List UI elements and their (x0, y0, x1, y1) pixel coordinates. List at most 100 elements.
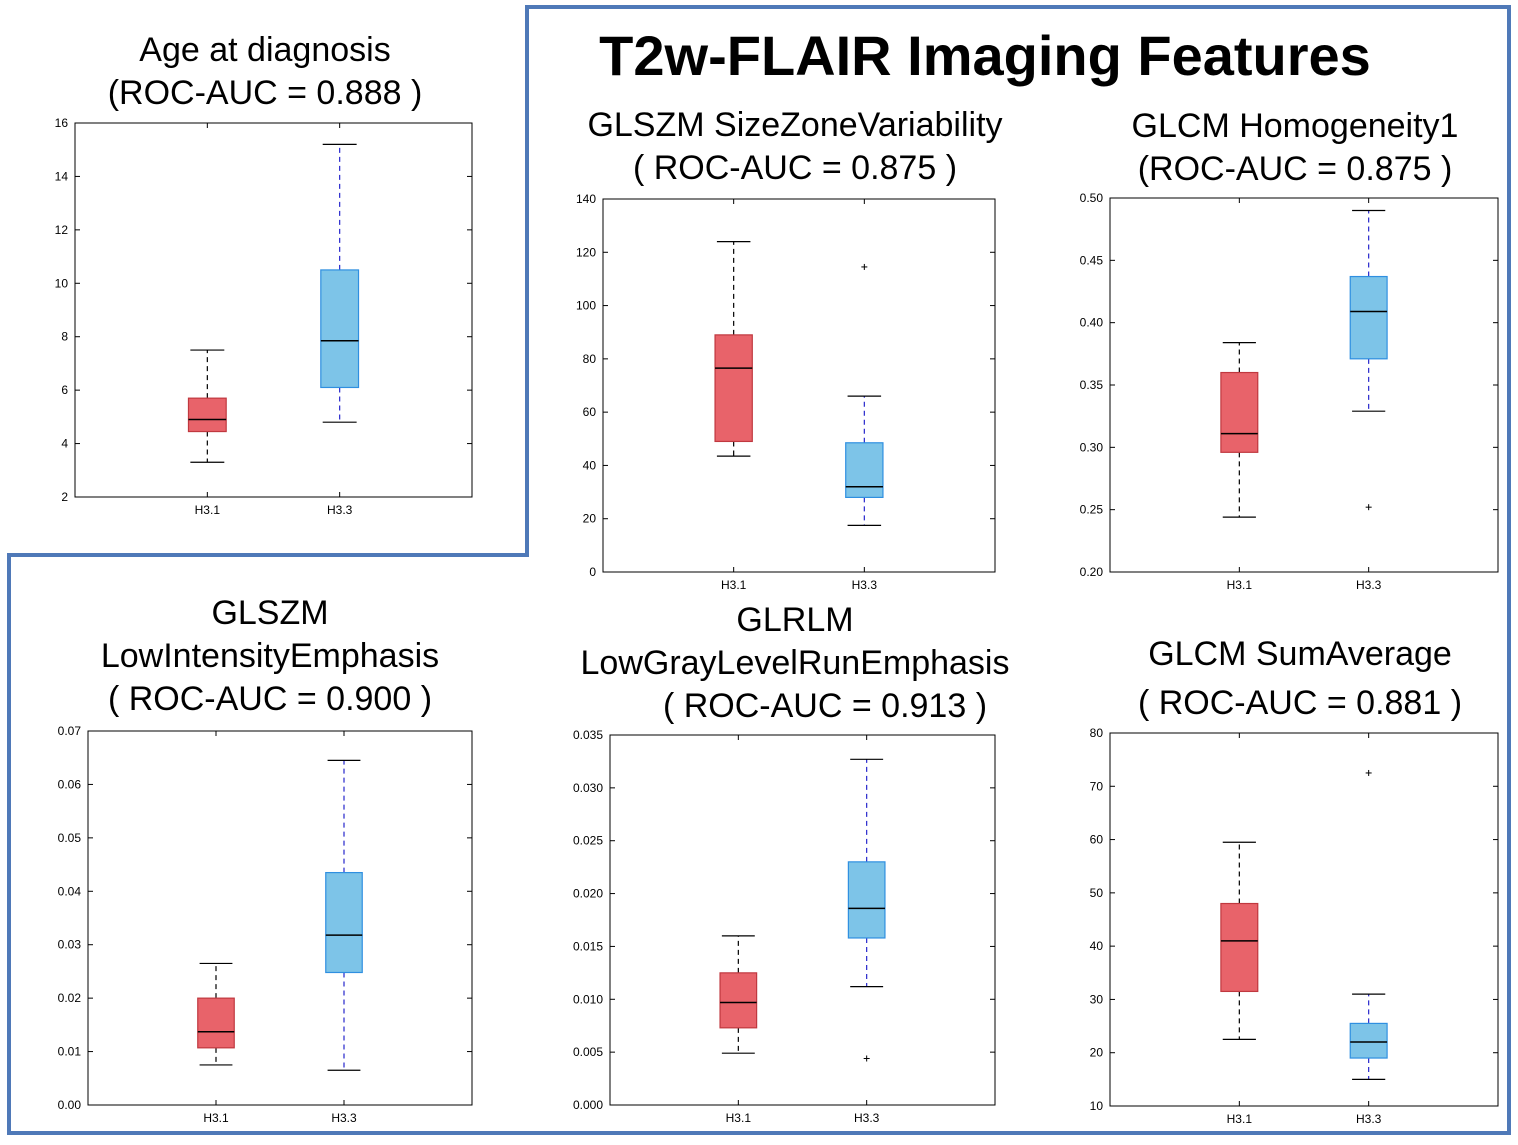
y-tick-label: 30 (1090, 992, 1104, 1006)
y-tick-label: 100 (576, 299, 596, 313)
panel-title-line: LowIntensityEmphasis (100, 637, 440, 675)
y-tick-label: 6 (61, 383, 68, 397)
y-tick-label: 0.035 (573, 728, 603, 742)
box-h33 (325, 871, 363, 974)
panel-title-line: ( ROC-AUC = 0.900 ) (107, 680, 433, 718)
x-tick-label: H3.1 (1227, 578, 1253, 592)
y-tick-label: 60 (1090, 833, 1104, 847)
box-h33 (847, 861, 886, 939)
x-tick-label: H3.3 (1356, 1112, 1382, 1126)
box-h31 (719, 972, 758, 1029)
panel-title-glcm-sumaverage: GLCM SumAverage ( ROC-AUC = 0.881 ) (1090, 633, 1510, 725)
panel-title-line: Age at diagnosis (139, 31, 391, 69)
panel-title-line: GLSZM SizeZoneVariability (587, 106, 1003, 144)
box-h31 (197, 997, 235, 1049)
plot-frame (87, 730, 473, 1106)
y-tick-label: 0.01 (58, 1045, 82, 1059)
x-tick-label: H3.3 (852, 578, 878, 592)
main-title: T2w-FLAIR Imaging Features (599, 24, 1371, 87)
y-tick-label: 50 (1090, 886, 1104, 900)
y-tick-label: 8 (61, 330, 68, 344)
y-tick-label: 40 (1090, 939, 1104, 953)
y-tick-label: 0.025 (573, 834, 603, 848)
box-h33 (1349, 275, 1388, 360)
y-tick-label: 0.015 (573, 939, 603, 953)
y-tick-label: 10 (55, 276, 69, 290)
x-tick-label: H3.1 (203, 1111, 229, 1125)
panel-title-line: GLRLM (736, 601, 854, 639)
panel-title-line: LowGrayLevelRunEmphasis (580, 644, 1010, 682)
y-tick-label: 2 (61, 490, 68, 504)
feature-group-frame (7, 5, 1511, 1135)
plots-layer: 2 4 6 8 10 12 14 16 H3.1 H3.3 0 20 40 60 80 100 120 140 H3… (55, 116, 1499, 1126)
y-tick-label: 0.00 (58, 1098, 82, 1112)
plot-frame (602, 198, 996, 573)
y-tick-label: 80 (1090, 726, 1104, 740)
y-tick-label: 60 (583, 405, 597, 419)
y-tick-label: 0.50 (1080, 191, 1104, 205)
box-h31 (1220, 371, 1259, 453)
y-tick-label: 0.25 (1080, 503, 1104, 517)
panel-title-line: GLCM SumAverage (1148, 635, 1452, 673)
box-h31 (187, 397, 227, 433)
y-tick-label: 0.20 (1080, 565, 1104, 579)
y-tick-label: 0.45 (1080, 253, 1104, 267)
y-tick-label: 140 (576, 192, 596, 206)
x-tick-label: H3.3 (1356, 578, 1382, 592)
x-tick-label: H3.3 (854, 1111, 880, 1125)
panel-title-age: Age at diagnosis (ROC-AUC = 0.888 ) (85, 29, 445, 115)
y-tick-label: 0.05 (58, 831, 82, 845)
panel-title-line: GLCM Homogeneity1 (1131, 107, 1459, 145)
panel-title-glcm-homogeneity: GLCM Homogeneity1 (ROC-AUC = 0.875 ) (1090, 105, 1500, 191)
y-tick-label: 16 (55, 116, 69, 130)
y-tick-label: 4 (61, 437, 68, 451)
y-tick-label: 0.000 (573, 1098, 603, 1112)
plot-frame (1109, 732, 1499, 1107)
box-h31 (1220, 902, 1259, 993)
boxplot-panel: 0 20 40 60 80 100 120 140 H3.1 H3.3 (576, 192, 996, 592)
y-tick-label: 0.06 (58, 777, 82, 791)
y-tick-label: 14 (55, 169, 69, 183)
boxplot-panel: 0.000 0.005 0.010 0.015 0.020 0.025 0.030 0.035… (573, 728, 996, 1125)
panel-title-glszm-lie: GLSZM LowIntensityEmphasis ( ROC-AUC = 0… (50, 592, 490, 721)
y-tick-label: 0.35 (1080, 378, 1104, 392)
y-tick-label: 0.04 (58, 884, 82, 898)
x-tick-label: H3.1 (195, 503, 221, 517)
box-h33 (845, 442, 884, 498)
panel-title-glrlm-lglre: GLRLM LowGrayLevelRunEmphasis ( ROC-AUC … (545, 599, 1045, 728)
x-tick-label: H3.1 (721, 578, 747, 592)
y-tick-label: 0.30 (1080, 440, 1104, 454)
panel-title-line: ( ROC-AUC = 0.881 ) (1137, 684, 1463, 722)
panel-title-line: (ROC-AUC = 0.875 ) (1137, 150, 1453, 188)
y-tick-label: 0 (589, 565, 596, 579)
panel-title-line: ( ROC-AUC = 0.913 ) (662, 687, 988, 725)
y-tick-label: 0.005 (573, 1045, 603, 1059)
boxplot-panel: 0.20 0.25 0.30 0.35 0.40 0.45 0.50 H3.1 H3.3 (1080, 191, 1499, 592)
x-tick-label: H3.3 (331, 1111, 357, 1125)
y-tick-label: 120 (576, 245, 596, 259)
plot-frame (74, 122, 473, 498)
x-tick-label: H3.1 (726, 1111, 752, 1125)
panel-title-line: GLSZM (211, 594, 329, 632)
panel-title-line: ( ROC-AUC = 0.875 ) (632, 149, 958, 187)
y-tick-label: 0.030 (573, 781, 603, 795)
y-tick-label: 0.03 (58, 938, 82, 952)
y-tick-label: 12 (55, 223, 69, 237)
y-tick-label: 0.40 (1080, 316, 1104, 330)
box-h33 (320, 269, 360, 389)
y-tick-label: 0.020 (573, 887, 603, 901)
x-tick-label: H3.3 (327, 503, 353, 517)
y-tick-label: 0.07 (58, 724, 82, 738)
y-tick-label: 0.010 (573, 992, 603, 1006)
y-tick-label: 80 (583, 352, 597, 366)
y-tick-label: 0.02 (58, 991, 82, 1005)
panel-title-glszm-szv: GLSZM SizeZoneVariability ( ROC-AUC = 0.… (545, 104, 1045, 190)
y-tick-label: 10 (1090, 1099, 1104, 1113)
y-tick-label: 20 (583, 512, 597, 526)
panel-title-line: (ROC-AUC = 0.888 ) (107, 74, 423, 112)
boxplot-panel: 10 20 30 40 50 60 70 80 H3.1 H3.3 (1090, 726, 1499, 1126)
y-tick-label: 70 (1090, 779, 1104, 793)
plot-frame (1109, 197, 1499, 573)
boxplot-panel: 0.00 0.01 0.02 0.03 0.04 0.05 0.06 0.07 H3.1 H3.3 (58, 724, 473, 1125)
